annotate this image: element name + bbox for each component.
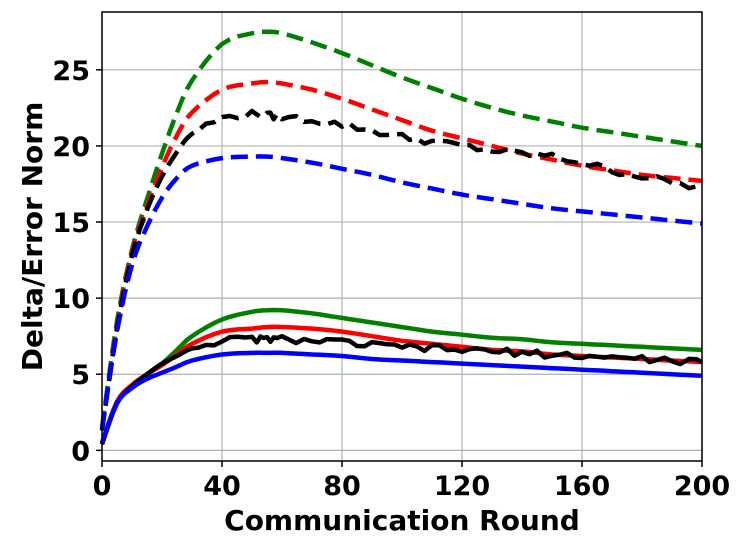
x-tick-label: 120 (434, 471, 490, 502)
series-line-dashed-3 (99, 154, 703, 430)
series-line-solid-7 (99, 350, 703, 444)
series-line-solid-4 (99, 307, 703, 444)
y-tick-label: 5 (71, 360, 90, 391)
y-tick-label: 25 (52, 56, 90, 87)
series-group (99, 29, 704, 446)
y-tick-label: 0 (71, 436, 90, 467)
x-tick-label: 200 (674, 471, 730, 502)
plot-frame (101, 11, 703, 462)
y-tick-label: 15 (52, 208, 90, 239)
ticks: 0 40 80 120 160 200 0 5 10 15 20 25 (52, 56, 730, 502)
series-line-dashed-2 (99, 108, 703, 431)
series-line-solid-6 (99, 334, 704, 446)
y-tick-label: 10 (52, 284, 90, 315)
x-tick-label: 80 (323, 471, 361, 502)
x-tick-label: 40 (203, 471, 241, 502)
x-tick-label: 160 (554, 471, 610, 502)
y-axis-label: Delta/Error Norm (16, 102, 49, 372)
series-line-dashed-0 (99, 29, 703, 428)
y-tick-label: 20 (52, 132, 90, 163)
x-tick-label: 0 (93, 471, 112, 502)
x-axis-label: Communication Round (224, 504, 580, 537)
